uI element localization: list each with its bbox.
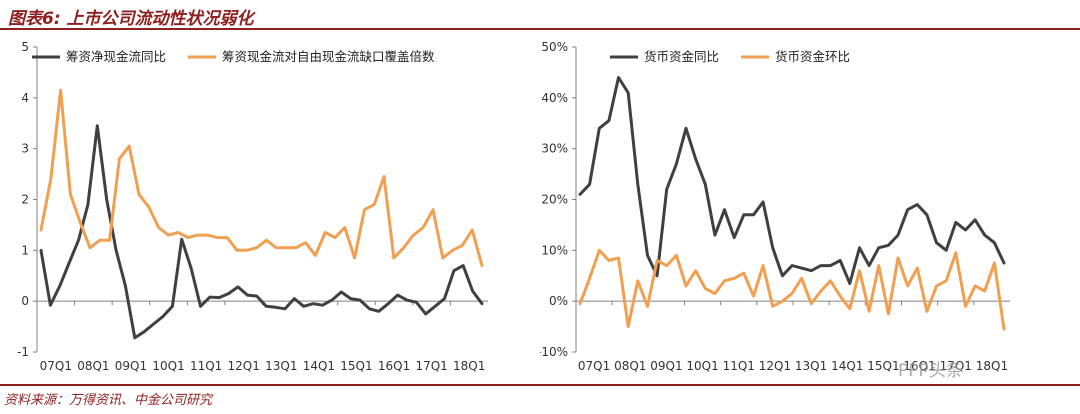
x-tick-label: 13Q1 (795, 359, 827, 373)
footer-divider (0, 384, 1080, 386)
x-tick-label: 14Q1 (831, 359, 863, 373)
x-tick-label: 12Q1 (228, 359, 260, 373)
source-note: 资料来源：万得资讯、中金公司研究 (4, 393, 213, 408)
series-line-1 (39, 124, 484, 340)
y-tick-label: 1 (21, 243, 29, 257)
series-line-2 (578, 248, 1006, 331)
y-tick-label: 40% (541, 91, 568, 105)
x-tick-label: 08Q1 (77, 359, 109, 373)
watermark: PPP头条 (898, 361, 963, 381)
x-tick-label: 16Q1 (378, 359, 410, 373)
x-tick-label: 13Q1 (265, 359, 297, 373)
y-tick-label: 5 (21, 40, 29, 54)
y-tick-label: 0% (549, 294, 568, 308)
x-tick-label: 15Q1 (867, 359, 899, 373)
x-tick-label: 10Q1 (686, 359, 718, 373)
x-tick-label: 17Q1 (415, 359, 447, 373)
x-tick-label: 12Q1 (759, 359, 791, 373)
x-tick-label: 07Q1 (40, 359, 72, 373)
y-tick-label: 0 (21, 294, 29, 308)
x-tick-label: 07Q1 (578, 359, 610, 373)
legend-label-2: 货币资金环比 (775, 49, 850, 64)
x-tick-label: 09Q1 (115, 359, 147, 373)
y-tick-label: 3 (21, 142, 29, 156)
series-line-2 (39, 88, 484, 268)
y-tick-label: -1 (17, 345, 29, 359)
x-tick-label: 11Q1 (723, 359, 755, 373)
x-tick-label: 18Q1 (976, 359, 1008, 373)
chart-left: -1 0 1 2 3 4 5 07Q1 08Q1 09Q1 10Q1 11Q1 12Q1 13Q1 14Q1… (17, 40, 488, 373)
x-tick-label: 09Q1 (650, 359, 682, 373)
figure-title: 图表6: 上市公司流动性状况弱化 (8, 9, 254, 29)
x-tick-label: 08Q1 (614, 359, 646, 373)
x-tick-label: 11Q1 (190, 359, 222, 373)
x-tick-label: 16Q1 (903, 359, 935, 373)
x-tick-label: 18Q1 (453, 359, 485, 373)
x-tick-label: 14Q1 (303, 359, 335, 373)
y-tick-label: 30% (541, 142, 568, 156)
y-tick-label: 2 (21, 193, 29, 207)
chart-right: -10% 0% 10% 20% 30% 40% 50% 07Q1 08Q1 09Q1 10Q1 11Q… (540, 40, 1010, 373)
x-tick-label: 10Q1 (152, 359, 184, 373)
y-tick-label: 10% (541, 243, 568, 257)
y-tick-label: 4 (21, 91, 29, 105)
y-tick-label: 50% (541, 40, 568, 54)
legend-label-2: 筹资现金流对自由现金流缺口覆盖倍数 (222, 49, 435, 64)
x-tick-label: 15Q1 (340, 359, 372, 373)
legend-label-1: 货币资金同比 (644, 49, 719, 64)
y-tick-label: 20% (541, 193, 568, 207)
y-tick-label: -10% (540, 345, 568, 359)
x-tick-label: 17Q1 (940, 359, 972, 373)
legend-label-1: 筹资净现金流同比 (66, 49, 166, 64)
title-divider (0, 28, 1080, 30)
series-line-1 (578, 76, 1006, 285)
